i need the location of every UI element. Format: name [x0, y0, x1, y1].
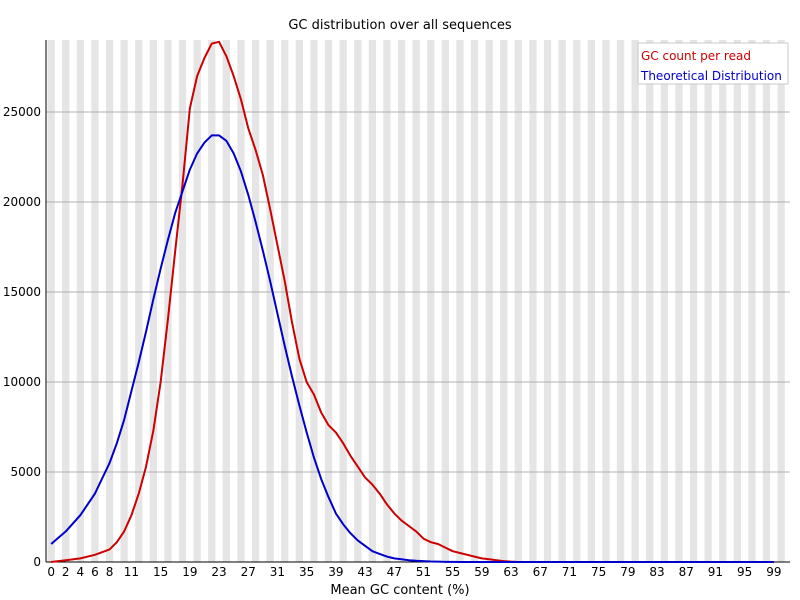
vertical-band-grid: [47, 40, 785, 562]
y-tick-label: 20000: [3, 195, 41, 209]
grid-band: [324, 40, 333, 562]
horizontal-gridlines: [46, 111, 790, 473]
grid-band: [62, 40, 70, 562]
grid-band: [616, 40, 625, 562]
x-tick-label: 47: [387, 565, 402, 579]
grid-band: [310, 40, 318, 562]
x-tick-label: 95: [737, 565, 752, 579]
x-tick-label: 67: [533, 565, 548, 579]
x-tick-label: 23: [211, 565, 226, 579]
x-tick-label: 63: [503, 565, 518, 579]
grid-band: [339, 40, 347, 562]
grid-band: [748, 40, 756, 562]
grid-band: [543, 40, 552, 562]
y-tick-label: 5000: [10, 465, 41, 479]
grid-band: [266, 40, 274, 562]
y-tick-labels: 0 5000 10000 15000 20000 25000: [3, 105, 41, 569]
grid-band: [529, 40, 537, 562]
x-tick-label: 2: [62, 565, 70, 579]
grid-band: [704, 40, 712, 562]
series-line-theoretical: [50, 134, 774, 563]
grid-band: [251, 40, 260, 562]
x-tick-label: 59: [474, 565, 489, 579]
grid-band: [441, 40, 449, 562]
grid-band: [383, 40, 391, 562]
x-tick-label: 27: [241, 565, 256, 579]
grid-band: [368, 40, 376, 562]
x-tick-label: 71: [562, 565, 577, 579]
grid-band: [602, 40, 610, 562]
grid-band: [675, 40, 683, 562]
x-tick-label: 99: [766, 565, 781, 579]
grid-band: [573, 40, 581, 562]
x-tick-label: 8: [106, 565, 114, 579]
grid-band: [689, 40, 698, 562]
grid-band: [733, 40, 741, 562]
legend-box: [637, 42, 789, 85]
grid-band: [222, 40, 230, 562]
grid-band: [719, 40, 727, 562]
x-tick-label: 87: [679, 565, 694, 579]
grid-band: [105, 40, 114, 562]
grid-band: [397, 40, 406, 562]
y-tick-label: 10000: [3, 375, 41, 389]
x-tick-label: 51: [416, 565, 431, 579]
x-tick-label: 79: [620, 565, 635, 579]
grid-band: [237, 40, 245, 562]
x-tick-label: 4: [77, 565, 85, 579]
grid-band: [500, 40, 508, 562]
x-tick-label: 15: [153, 565, 168, 579]
x-tick-label: 11: [124, 565, 139, 579]
grid-band: [762, 40, 771, 562]
grid-band: [777, 40, 785, 562]
x-tick-label: 83: [649, 565, 664, 579]
grid-band: [164, 40, 172, 562]
grid-band: [354, 40, 362, 562]
grid-band: [412, 40, 420, 562]
chart-title: GC distribution over all sequences: [288, 18, 512, 33]
x-tick-label: 35: [299, 565, 314, 579]
grid-band: [178, 40, 187, 562]
grid-band: [120, 40, 128, 562]
x-tick-label: 75: [591, 565, 606, 579]
grid-band: [514, 40, 522, 562]
grid-band: [193, 40, 201, 562]
x-tick-label: 91: [708, 565, 723, 579]
grid-band: [76, 40, 84, 562]
grid-band: [646, 40, 654, 562]
x-tick-label: 31: [270, 565, 285, 579]
x-tick-label: 19: [182, 565, 197, 579]
legend: GC count per read Theoretical Distributi…: [637, 42, 789, 85]
grid-band: [295, 40, 303, 562]
x-tick-label: 39: [328, 565, 343, 579]
legend-entry-theoretical: Theoretical Distribution: [640, 69, 782, 83]
grid-band: [660, 40, 668, 562]
x-tick-labels: 0 2 4 6 8 11 15 19 23 27 31 35 39 43 47 51 55 59 63 67 71 75 7…: [47, 565, 781, 579]
grid-band: [558, 40, 566, 562]
x-tick-label: 0: [47, 565, 55, 579]
x-tick-label: 43: [357, 565, 372, 579]
grid-band: [427, 40, 435, 562]
grid-band: [281, 40, 289, 562]
x-axis-label: Mean GC content (%): [330, 583, 469, 598]
y-tick-label: 25000: [3, 105, 41, 119]
grid-band: [91, 40, 99, 562]
grid-band: [47, 40, 55, 562]
series-lines: [50, 40, 774, 563]
grid-band: [631, 40, 639, 562]
grid-band: [208, 40, 216, 562]
grid-band: [485, 40, 493, 562]
grid-band: [456, 40, 464, 562]
legend-entry-gc-count: GC count per read: [641, 49, 751, 63]
y-tick-label: 0: [33, 555, 41, 569]
y-tick-label: 15000: [3, 285, 41, 299]
grid-band: [470, 40, 479, 562]
x-tick-label: 55: [445, 565, 460, 579]
grid-band: [587, 40, 595, 562]
x-tick-label: 6: [91, 565, 99, 579]
grid-band: [135, 40, 143, 562]
